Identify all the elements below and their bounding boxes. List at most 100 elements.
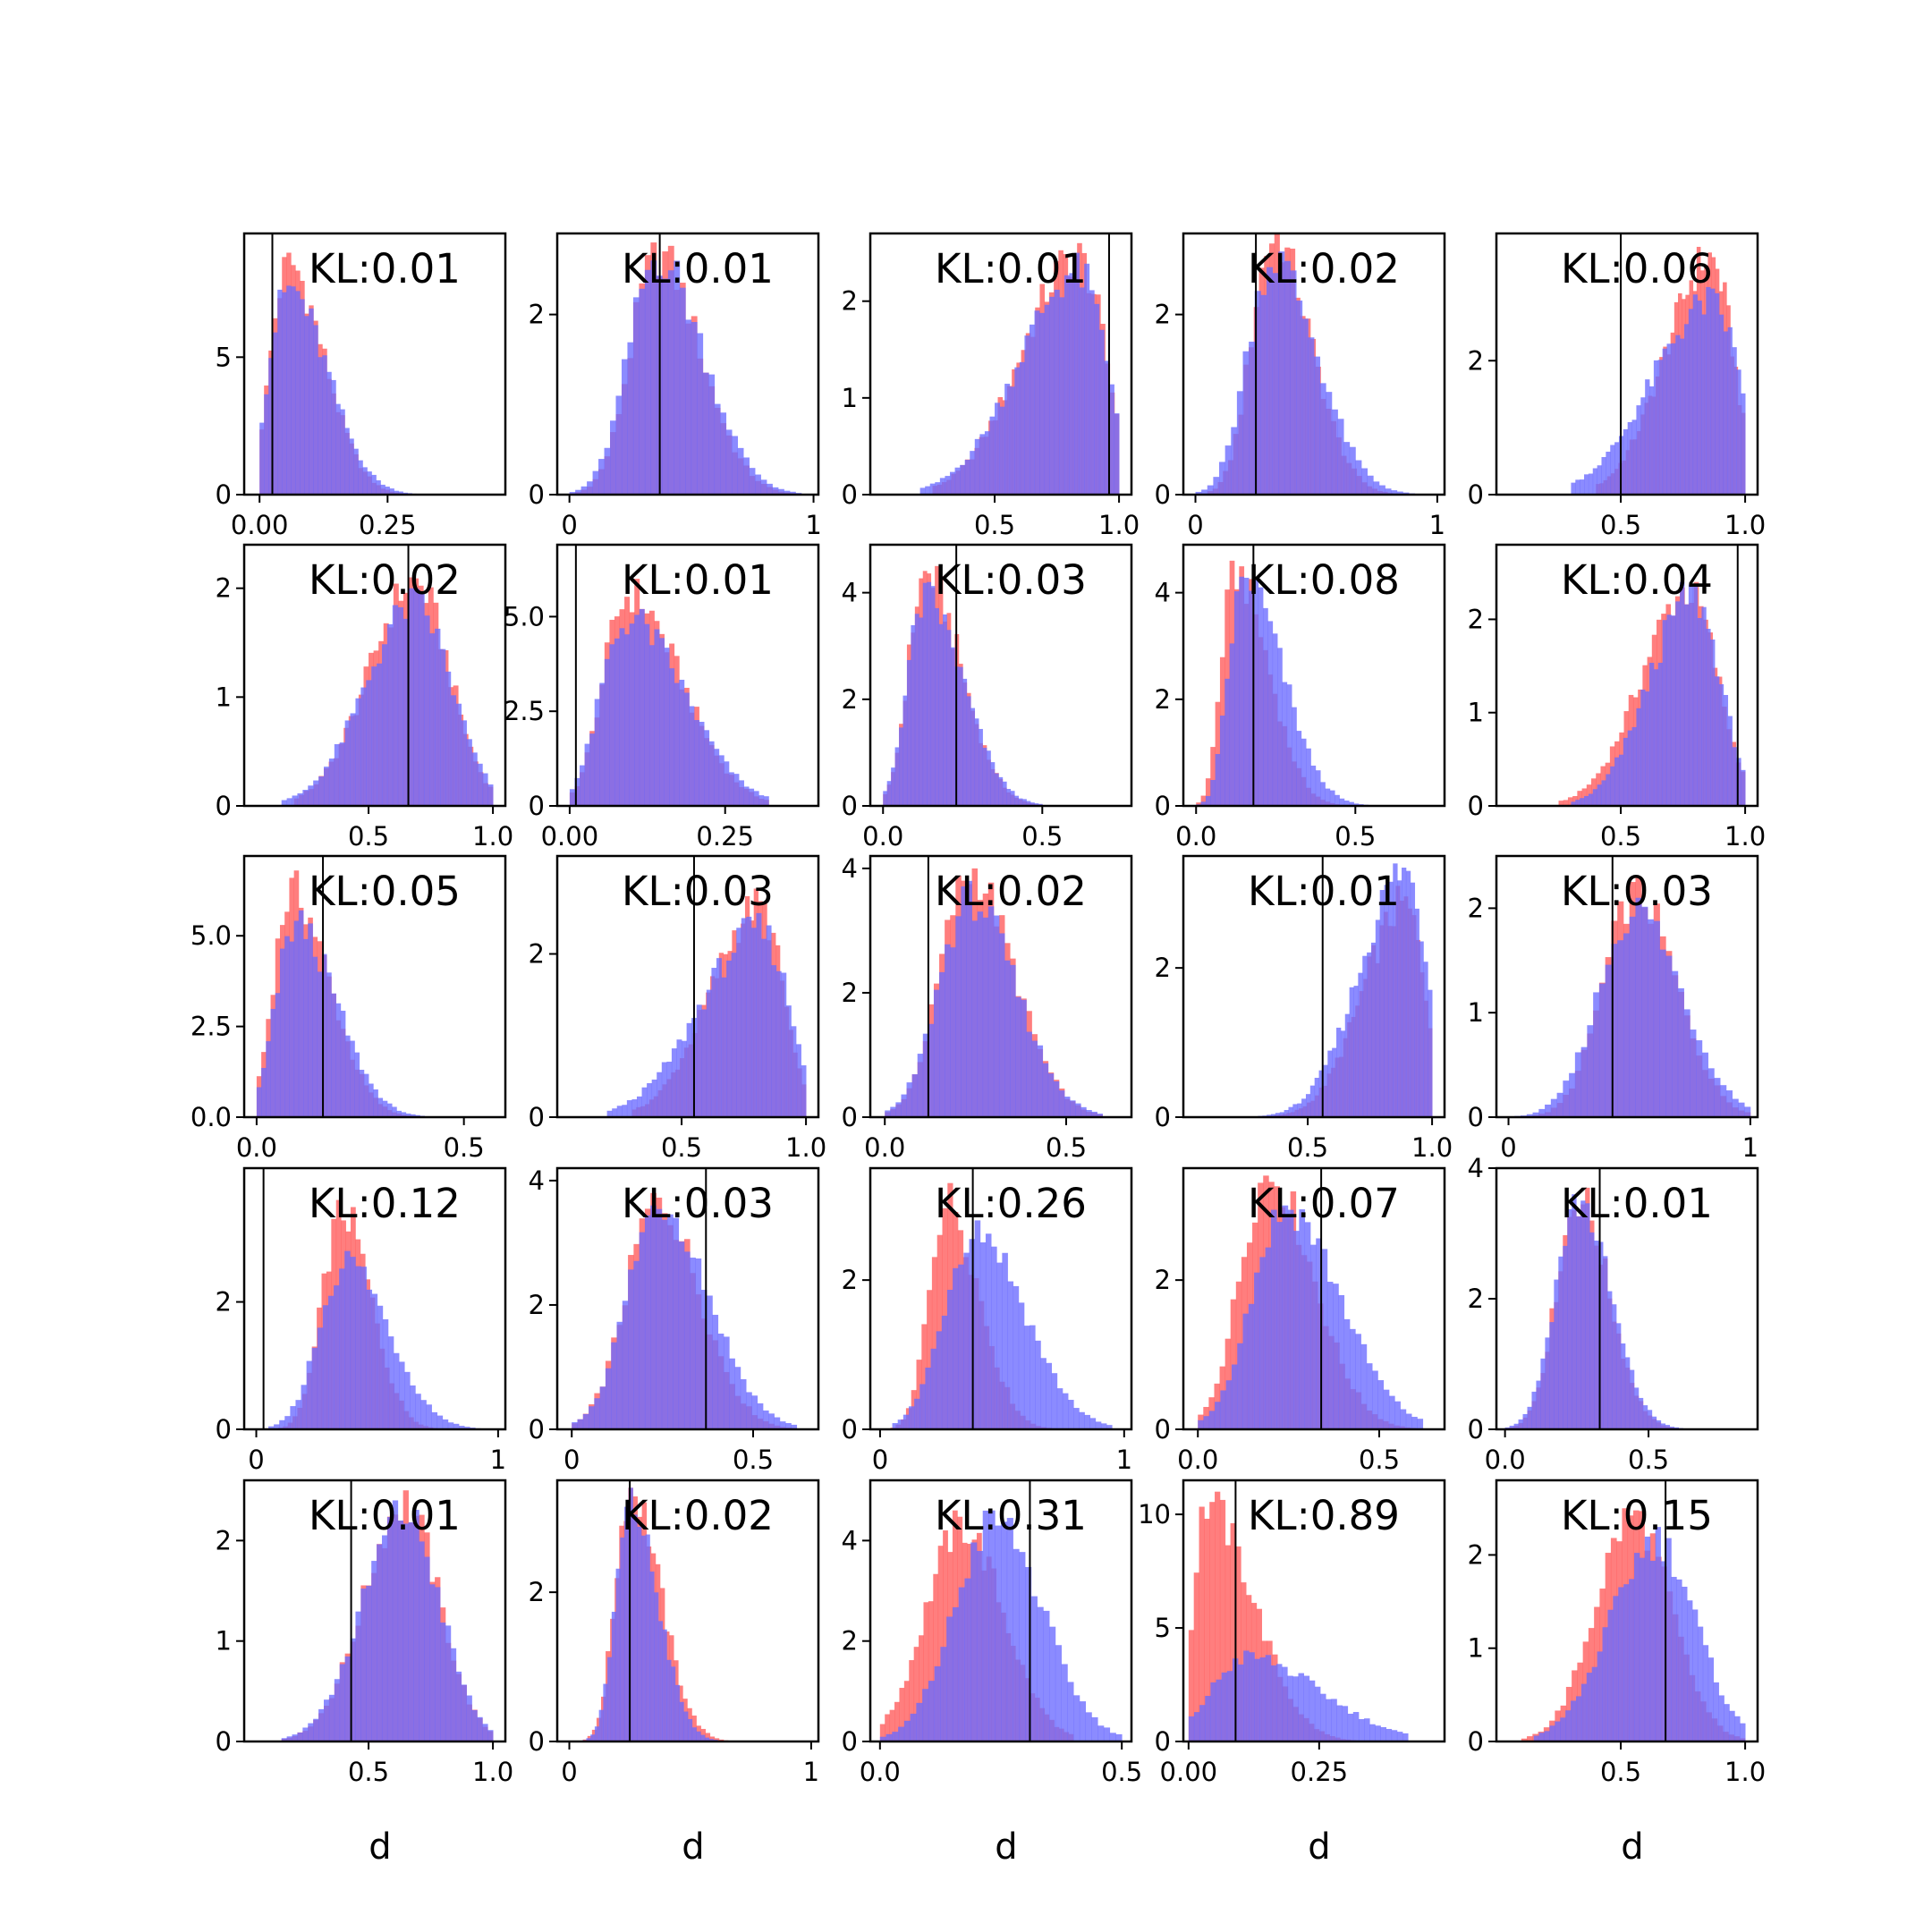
blue-bar: [1108, 384, 1114, 495]
blue-bar: [402, 1523, 409, 1741]
blue-bar: [350, 1040, 355, 1117]
blue-bar: [1254, 1272, 1260, 1429]
kl-annotation: KL:0.15: [1561, 1492, 1713, 1539]
blue-bar: [380, 484, 386, 495]
y-tick-label: 0: [529, 1414, 545, 1445]
blue-bar: [461, 1684, 467, 1741]
blue-bar: [426, 1404, 432, 1429]
blue-bar: [1369, 1724, 1376, 1741]
red-bar: [921, 1324, 928, 1429]
blue-bar: [891, 767, 895, 806]
blue-bar: [1370, 942, 1377, 1117]
blue-bar: [1697, 301, 1702, 495]
blue-bar: [1540, 1358, 1546, 1429]
blue-bar: [1682, 1586, 1688, 1741]
blue-bar: [1636, 405, 1641, 495]
x-tick-label: 1.0: [1411, 1132, 1453, 1163]
blue-bar: [586, 1738, 591, 1741]
blue-bar: [1631, 726, 1637, 806]
kl-annotation: KL:0.03: [1561, 868, 1713, 915]
blue-bar: [408, 1521, 414, 1741]
blue-bar: [353, 448, 359, 495]
blue-bar: [1653, 669, 1659, 806]
subplot-10: 0 1 2 0.5 1.0 KL:0.04: [1468, 543, 1766, 852]
blue-bar: [1671, 1576, 1677, 1741]
blue-bar: [1645, 691, 1650, 806]
blue-bar: [1696, 1040, 1703, 1117]
blue-bar: [301, 1385, 308, 1429]
blue-bar: [1597, 1651, 1603, 1741]
blue-bar: [326, 371, 332, 495]
red-bar: [1235, 1546, 1241, 1741]
blue-bar: [1030, 1325, 1036, 1429]
blue-bar: [442, 1419, 449, 1429]
blue-bar: [392, 1500, 399, 1741]
blue-bar: [629, 623, 635, 806]
blue-bar: [1079, 287, 1085, 495]
blue-bar: [1567, 1208, 1572, 1429]
y-tick-label: 0: [1468, 1102, 1484, 1132]
blue-bar: [774, 1417, 781, 1429]
blue-bar: [424, 615, 430, 806]
blue-bar: [1647, 919, 1655, 1117]
blue-bar: [801, 1065, 807, 1117]
blue-bar: [334, 1285, 340, 1429]
subplot-2: 0 2 0 1 KL:0.01: [529, 232, 822, 540]
blue-bar: [589, 733, 596, 806]
blue-bar: [785, 1005, 792, 1117]
axes-frame: [242, 1166, 507, 1431]
blue-bar: [1692, 1609, 1699, 1741]
blue-bar: [367, 471, 372, 495]
blue-bar: [1200, 801, 1207, 806]
blue-bar: [946, 630, 952, 806]
red-bar: [1224, 1545, 1231, 1741]
blue-bar: [344, 1035, 351, 1117]
blue-bar: [1662, 348, 1667, 495]
blue-bar: [1597, 465, 1602, 495]
y-tick-label: 1: [842, 383, 858, 413]
blue-bar: [644, 1215, 651, 1429]
blue-bar: [689, 706, 695, 806]
blue-bar: [645, 1534, 650, 1741]
blue-bar: [758, 795, 765, 806]
kl-annotation: KL:0.08: [1248, 556, 1400, 604]
blue-bar: [1649, 386, 1655, 495]
blue-bar: [676, 1039, 682, 1117]
axes-frame: [555, 232, 820, 496]
blue-bar: [1649, 1560, 1657, 1741]
blue-bar: [286, 1736, 292, 1741]
blue-bar: [1254, 1658, 1260, 1741]
blue-bar: [941, 1315, 948, 1429]
blue-bar: [1034, 803, 1039, 806]
x-tick-label: 1.0: [472, 1757, 513, 1787]
blue-bar: [755, 474, 761, 495]
blue-bar: [1079, 1701, 1087, 1741]
blue-bar: [1620, 1343, 1626, 1429]
blue-bar: [1653, 920, 1660, 1117]
blue-bar: [1043, 1610, 1050, 1741]
blue-bar: [952, 1606, 960, 1741]
blue-bar: [911, 624, 916, 806]
blue-bar: [885, 1110, 891, 1117]
kl-annotation: KL:0.02: [935, 868, 1087, 915]
blue-bar: [1349, 987, 1354, 1117]
blue-bar: [381, 1535, 388, 1741]
blue-bar: [487, 784, 494, 806]
blue-bar: [1037, 1606, 1044, 1741]
blue-bar: [633, 1260, 640, 1429]
kl-annotation: KL:0.05: [309, 868, 461, 915]
x-axis-label: d: [369, 1826, 391, 1868]
blue-bar: [355, 698, 361, 806]
blue-bar: [998, 776, 1004, 806]
y-tick-label: 0: [216, 1414, 232, 1445]
y-tick-label: 2.5: [504, 696, 545, 726]
blue-bar: [1675, 335, 1681, 495]
blue-bar: [1306, 748, 1311, 806]
blue-bar: [976, 1550, 984, 1741]
blue-bar: [1070, 1100, 1076, 1117]
blue-bar: [1618, 1587, 1624, 1741]
blue-bar: [661, 1062, 667, 1117]
kl-annotation: KL:0.02: [622, 1492, 774, 1539]
blue-bar: [1611, 1304, 1617, 1429]
kl-annotation: KL:0.01: [622, 245, 774, 292]
